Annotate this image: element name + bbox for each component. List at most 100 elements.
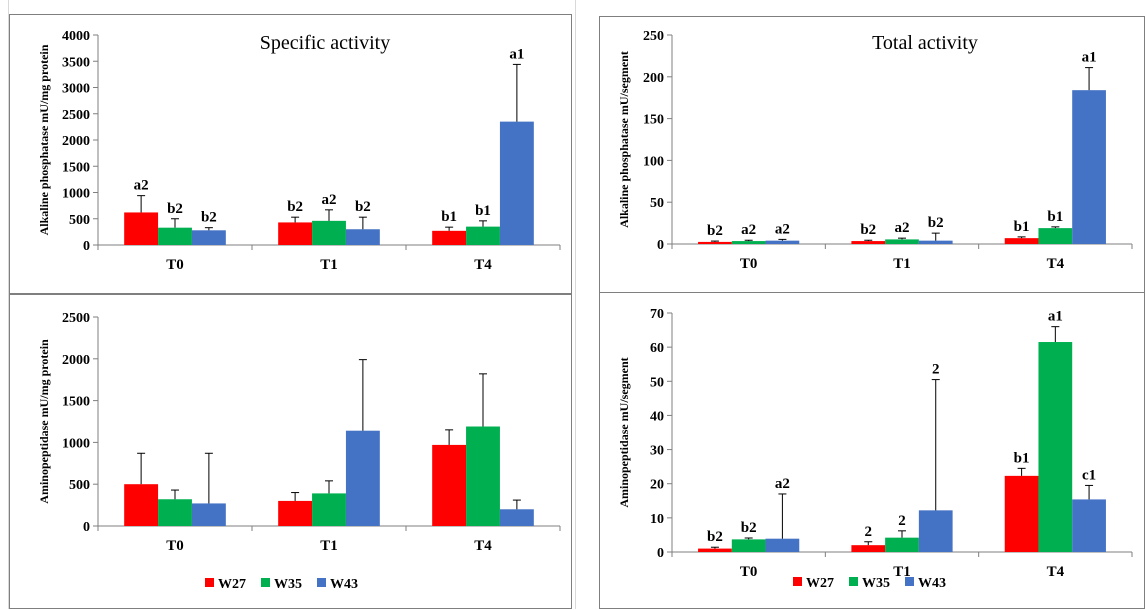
bar-w27 [432, 230, 467, 245]
y-axis-label: Aminopeptidase mU/segment [617, 357, 631, 507]
bar-w35 [312, 493, 346, 526]
legend-swatch-w35 [849, 577, 858, 586]
y-axis-label: Alkaline phosphatase mU/mg protein [37, 44, 51, 235]
bar-w27 [278, 222, 313, 245]
bar-w43 [765, 538, 800, 552]
x-tick-label: T1 [320, 257, 338, 273]
bar-w35 [885, 537, 919, 552]
data-label: 2 [898, 513, 906, 529]
data-label: a1 [509, 46, 524, 62]
legend-swatch-w35 [261, 578, 270, 587]
panel-alp-specific: Specific activity Alkaline phosphatase mU… [9, 14, 572, 294]
y-tick-label: 250 [643, 29, 664, 44]
bar-w27 [851, 545, 886, 552]
bar-w43 [918, 510, 953, 552]
y-tick-label: 3500 [62, 55, 90, 70]
data-label: a1 [1048, 309, 1063, 325]
bar-w43 [499, 121, 534, 245]
x-tick-label: T0 [740, 256, 758, 272]
chart-ap-specific: Aminopeptidase mU/mg protein 0 500 1000 1500… [37, 311, 561, 592]
y-tick-label: 1500 [62, 395, 90, 410]
data-label: a2 [775, 476, 790, 492]
data-label: a2 [134, 178, 149, 194]
bar-w27 [1004, 475, 1039, 552]
data-label: b1 [1014, 450, 1030, 466]
bar-w43 [1072, 499, 1106, 552]
legend-label-w35: W35 [274, 577, 302, 592]
bar-w35 [312, 220, 346, 245]
bar-w27 [698, 241, 732, 244]
chart-title: Total activity [872, 32, 978, 54]
x-tick-label: T0 [166, 538, 184, 554]
legend-swatch-w43 [905, 577, 914, 586]
y-tick-label: 0 [83, 520, 90, 535]
bar-w35 [885, 239, 919, 244]
y-tick-label: 30 [650, 444, 664, 459]
y-tick-label: 1500 [62, 160, 90, 175]
panel-ap-specific: Aminopeptidase mU/mg protein 0 500 1000 1500… [9, 294, 572, 609]
data-label: b2 [707, 529, 723, 545]
legend-swatch-w27 [205, 578, 214, 587]
legend-label-w43: W43 [330, 577, 358, 592]
bar-w27 [1004, 238, 1039, 244]
bar-w35 [731, 241, 766, 244]
data-label: 2 [932, 362, 940, 378]
x-tick-label: T4 [1047, 256, 1065, 272]
x-tick-label: T4 [474, 538, 492, 554]
y-tick-label: 0 [657, 546, 664, 561]
x-tick-label: T0 [166, 257, 184, 273]
bar-w27 [124, 212, 159, 245]
y-tick-label: 50 [650, 196, 664, 211]
y-tick-label: 1000 [62, 187, 90, 202]
bar-w35 [466, 226, 500, 245]
y-tick-label: 3000 [62, 82, 90, 97]
data-label: b2 [860, 222, 876, 238]
bar-w43 [191, 503, 226, 526]
y-tick-label: 150 [643, 113, 664, 128]
data-label: b2 [707, 223, 723, 239]
y-tick-label: 4000 [62, 29, 90, 44]
bar-w35 [1038, 342, 1073, 552]
data-label: 2 [865, 524, 873, 540]
chart-ap-total: Aminopeptidase mU/segment 0 10 20 30 40 50 60 70… [617, 307, 1133, 591]
bar-w43 [345, 229, 380, 245]
y-tick-label: 70 [650, 307, 664, 322]
legend-label-w27: W27 [806, 576, 834, 591]
bar-w35 [731, 539, 766, 552]
data-label: b1 [1014, 219, 1030, 235]
y-tick-label: 0 [657, 238, 664, 253]
grid-line [575, 0, 576, 609]
bar-w43 [765, 240, 800, 244]
bar-w35 [158, 227, 192, 245]
y-tick-label: 2500 [62, 311, 90, 326]
data-label: b1 [1047, 209, 1063, 225]
y-axis-label: Aminopeptidase mU/mg protein [37, 339, 51, 504]
bar-w27 [124, 484, 159, 526]
y-tick-label: 2000 [62, 134, 90, 149]
bar-w35 [158, 499, 192, 526]
bar-w43 [918, 240, 953, 244]
y-tick-label: 0 [83, 239, 90, 254]
y-tick-label: 40 [650, 409, 664, 424]
data-label: a2 [775, 221, 790, 237]
data-label: b2 [287, 199, 303, 215]
bar-w27 [851, 241, 886, 244]
data-label: b1 [475, 203, 491, 219]
data-label: a2 [741, 222, 756, 238]
x-tick-label: T1 [893, 256, 911, 272]
legend-label-w43: W43 [918, 576, 946, 591]
y-tick-label: 2000 [62, 353, 90, 368]
bar-w43 [1072, 90, 1106, 245]
data-label: b2 [741, 520, 757, 536]
legend-swatch-w43 [317, 578, 326, 587]
y-tick-label: 10 [650, 512, 664, 527]
bar-w35 [1038, 228, 1073, 244]
data-label: c1 [1082, 467, 1096, 483]
y-tick-label: 60 [650, 341, 664, 356]
x-tick-label: T1 [893, 564, 911, 580]
data-label: b1 [441, 209, 457, 225]
x-tick-label: T1 [320, 538, 338, 554]
data-label: a1 [1082, 50, 1097, 66]
data-label: a2 [895, 220, 910, 236]
data-label: b2 [201, 210, 217, 226]
